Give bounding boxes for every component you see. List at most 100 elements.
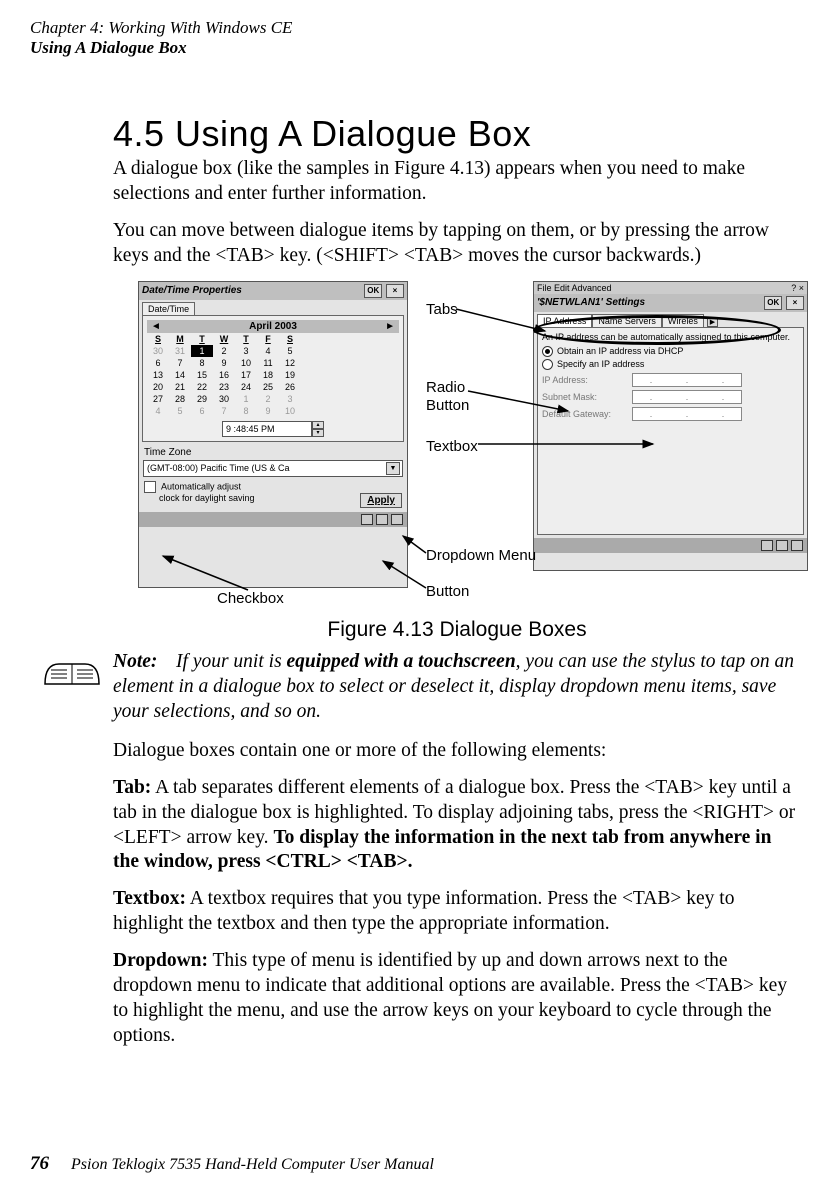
cal-day[interactable]: 22 xyxy=(191,381,213,393)
header-section: Using A Dialogue Box xyxy=(30,38,809,58)
ss1-title: Date/Time Properties xyxy=(142,285,242,296)
note-strong: equipped with a touchscreen xyxy=(287,651,516,672)
cal-day[interactable]: 5 xyxy=(279,345,301,357)
cal-day-header: T xyxy=(235,333,257,345)
cal-day[interactable]: 4 xyxy=(147,405,169,417)
cal-day-header: S xyxy=(279,333,301,345)
month-label: April 2003 xyxy=(249,321,297,332)
textbox-def-text: A textbox requires that you type informa… xyxy=(113,888,734,934)
status-icon xyxy=(791,540,803,551)
cal-day[interactable]: 9 xyxy=(257,405,279,417)
note-label: Note: xyxy=(113,651,157,672)
cal-day[interactable]: 20 xyxy=(147,381,169,393)
cal-day[interactable]: 3 xyxy=(279,393,301,405)
ann-tabs: Tabs xyxy=(426,301,458,318)
cal-day[interactable]: 7 xyxy=(169,357,191,369)
ann-radio: Radio xyxy=(426,379,465,396)
ok-button[interactable]: OK xyxy=(364,284,382,298)
cal-day[interactable]: 30 xyxy=(147,345,169,357)
status-icon xyxy=(391,514,403,525)
time-up-icon[interactable]: ▴ xyxy=(312,421,324,429)
close-icon[interactable]: × xyxy=(786,296,804,310)
cal-day[interactable]: 14 xyxy=(169,369,191,381)
cal-day[interactable]: 2 xyxy=(257,393,279,405)
cal-day[interactable]: 18 xyxy=(257,369,279,381)
cal-day[interactable]: 1 xyxy=(191,345,213,357)
cal-day[interactable]: 21 xyxy=(169,381,191,393)
ann-dropdown: Dropdown Menu xyxy=(426,547,536,564)
cal-day[interactable]: 9 xyxy=(213,357,235,369)
dst-label-1: Automatically adjust xyxy=(161,481,241,491)
cal-day-header: W xyxy=(213,333,235,345)
cal-day[interactable]: 12 xyxy=(279,357,301,369)
cal-day-header: M xyxy=(169,333,191,345)
cal-day[interactable]: 11 xyxy=(257,357,279,369)
time-down-icon[interactable]: ▾ xyxy=(312,429,324,437)
next-month-icon[interactable]: ► xyxy=(385,321,395,332)
paragraph-1: A dialogue box (like the samples in Figu… xyxy=(113,157,801,207)
page-number: 76 xyxy=(30,1153,49,1174)
cal-day[interactable]: 31 xyxy=(169,345,191,357)
cal-day[interactable]: 2 xyxy=(213,345,235,357)
ok-button[interactable]: OK xyxy=(764,296,782,310)
cal-day[interactable]: 17 xyxy=(235,369,257,381)
tabs-highlight-ellipse xyxy=(533,315,781,345)
dst-label-2: clock for daylight saving xyxy=(159,493,255,503)
time-input[interactable]: 9 :48:45 PM xyxy=(222,421,312,437)
cal-day[interactable]: 3 xyxy=(235,345,257,357)
dropdown-def-label: Dropdown: xyxy=(113,950,208,971)
close-icon[interactable]: × xyxy=(386,284,404,298)
cal-day[interactable]: 27 xyxy=(147,393,169,405)
cal-day[interactable]: 13 xyxy=(147,369,169,381)
cal-day[interactable]: 4 xyxy=(257,345,279,357)
section-title: 4.5 Using A Dialogue Box xyxy=(113,113,801,155)
cal-day[interactable]: 1 xyxy=(235,393,257,405)
cal-day[interactable]: 6 xyxy=(191,405,213,417)
prev-month-icon[interactable]: ◄ xyxy=(151,321,161,332)
radio-specify-label: Specify an IP address xyxy=(557,359,644,369)
cal-day[interactable]: 5 xyxy=(169,405,191,417)
cal-day[interactable]: 26 xyxy=(279,381,301,393)
paragraph-3: Dialogue boxes contain one or more of th… xyxy=(113,739,801,764)
status-icon xyxy=(776,540,788,551)
close-icon[interactable]: × xyxy=(799,283,804,293)
radio-dhcp[interactable] xyxy=(542,346,553,357)
dropdown-arrow-icon[interactable]: ▼ xyxy=(386,462,400,475)
cal-day[interactable]: 8 xyxy=(191,357,213,369)
dst-checkbox[interactable] xyxy=(144,481,156,493)
ip-address-input[interactable]: ... xyxy=(632,373,742,387)
help-button[interactable]: ? xyxy=(791,283,796,293)
radio-dhcp-label: Obtain an IP address via DHCP xyxy=(557,346,683,356)
cal-day[interactable]: 28 xyxy=(169,393,191,405)
screenshot-datetime: Date/Time Properties OK × Date/Time ◄ Ap… xyxy=(138,281,408,588)
cal-day[interactable]: 10 xyxy=(235,357,257,369)
cal-day-header: S xyxy=(147,333,169,345)
cal-day-header: T xyxy=(191,333,213,345)
cal-day[interactable]: 6 xyxy=(147,357,169,369)
cal-day[interactable]: 16 xyxy=(213,369,235,381)
cal-day[interactable]: 10 xyxy=(279,405,301,417)
cal-day[interactable]: 30 xyxy=(213,393,235,405)
radio-specify[interactable] xyxy=(542,359,553,370)
tab-def-label: Tab: xyxy=(113,777,151,798)
status-icon xyxy=(761,540,773,551)
note-icon xyxy=(30,650,113,694)
timezone-dropdown[interactable]: (GMT-08:00) Pacific Time (US & Ca ▼ xyxy=(143,460,403,477)
textbox-def-label: Textbox: xyxy=(113,888,186,909)
cal-day[interactable]: 24 xyxy=(235,381,257,393)
cal-day[interactable]: 15 xyxy=(191,369,213,381)
cal-day[interactable]: 23 xyxy=(213,381,235,393)
cal-day[interactable]: 8 xyxy=(235,405,257,417)
cal-day[interactable]: 19 xyxy=(279,369,301,381)
gateway-input[interactable]: ... xyxy=(632,407,742,421)
cal-day[interactable]: 29 xyxy=(191,393,213,405)
status-icon xyxy=(376,514,388,525)
cal-day[interactable]: 25 xyxy=(257,381,279,393)
cal-day[interactable]: 7 xyxy=(213,405,235,417)
apply-button[interactable]: Apply xyxy=(360,493,402,508)
tab-datetime[interactable]: Date/Time xyxy=(142,302,195,315)
subnet-input[interactable]: ... xyxy=(632,390,742,404)
ss2-menu[interactable]: File Edit Advanced xyxy=(537,283,612,293)
timezone-label: Time Zone xyxy=(139,445,407,460)
figure-area: Date/Time Properties OK × Date/Time ◄ Ap… xyxy=(113,281,801,616)
